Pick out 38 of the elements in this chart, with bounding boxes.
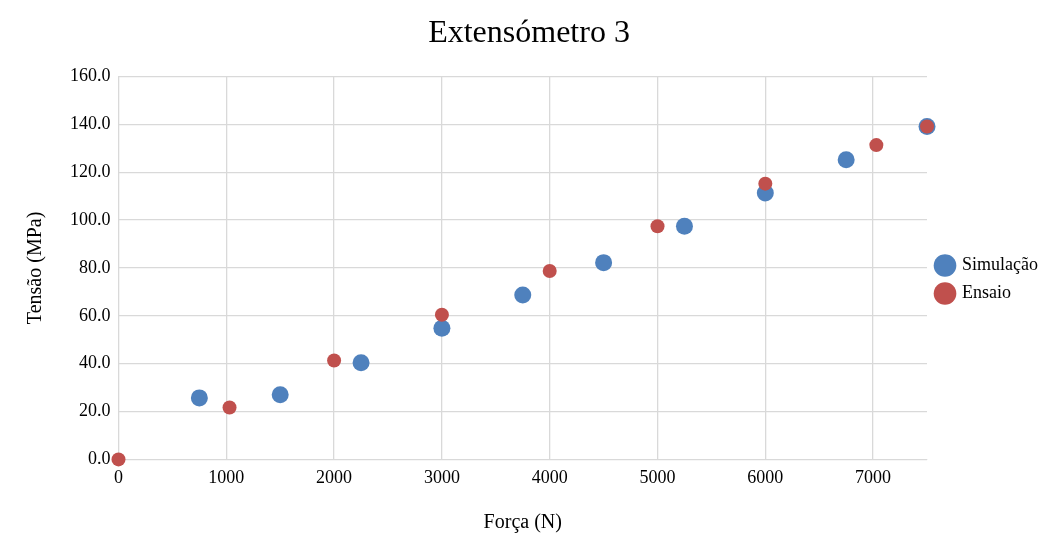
y-tick-label: 80.0 — [79, 256, 111, 277]
point — [222, 400, 237, 415]
x-tick-label: 3000 — [423, 466, 460, 487]
legend-label: Simulação — [962, 254, 1038, 275]
point — [433, 319, 451, 337]
x-tick-label: 2000 — [316, 466, 353, 487]
chart-title: Extensómetro 3 — [428, 12, 630, 49]
legend-label: Ensaio — [962, 282, 1012, 303]
point — [327, 353, 342, 368]
x-tick-label: 4000 — [531, 466, 568, 487]
point — [514, 286, 532, 304]
y-tick-label: 140.0 — [70, 113, 111, 134]
point — [837, 151, 855, 169]
point — [675, 217, 693, 235]
point — [595, 254, 613, 272]
point — [869, 138, 884, 153]
point — [758, 176, 773, 191]
x-tick-label: 0 — [114, 466, 123, 487]
y-tick-label: 60.0 — [79, 304, 111, 325]
point — [190, 389, 208, 407]
point — [352, 354, 370, 372]
point — [111, 452, 126, 467]
y-tick-label: 160.0 — [70, 65, 111, 86]
point — [434, 307, 449, 322]
x-tick-label: 1000 — [208, 466, 245, 487]
point — [650, 219, 665, 234]
x-tick-label: 7000 — [855, 466, 892, 487]
x-axis-title: Força (N) — [483, 510, 562, 534]
x-tick-label: 5000 — [639, 466, 676, 487]
y-tick-label: 100.0 — [70, 208, 111, 229]
y-axis-title: Tensão (MPa) — [23, 211, 47, 325]
y-tick-label: 20.0 — [79, 400, 111, 421]
point — [271, 386, 289, 404]
x-tick-label: 6000 — [747, 466, 784, 487]
point — [542, 264, 557, 279]
y-tick-label: 40.0 — [79, 352, 111, 373]
y-tick-label: 0.0 — [88, 448, 111, 469]
y-tick-label: 120.0 — [70, 160, 111, 181]
